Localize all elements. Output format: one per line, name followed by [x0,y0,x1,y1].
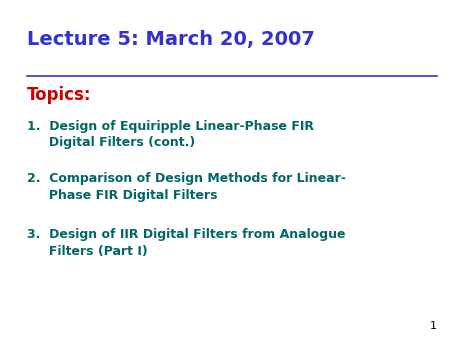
Text: 3.  Design of IIR Digital Filters from Analogue
     Filters (Part I): 3. Design of IIR Digital Filters from An… [27,228,346,258]
Text: 1: 1 [429,321,436,331]
Text: Lecture 5: March 20, 2007: Lecture 5: March 20, 2007 [27,30,315,49]
Text: 2.  Comparison of Design Methods for Linear-
     Phase FIR Digital Filters: 2. Comparison of Design Methods for Line… [27,172,346,202]
Text: Topics:: Topics: [27,86,91,104]
Text: 1.  Design of Equiripple Linear-Phase FIR
     Digital Filters (cont.): 1. Design of Equiripple Linear-Phase FIR… [27,120,314,149]
